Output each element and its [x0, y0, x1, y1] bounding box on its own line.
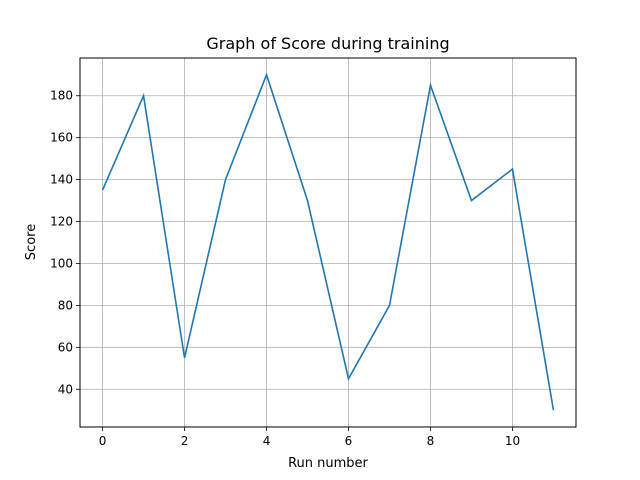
score-series-line	[101, 72, 555, 411]
y-tick-label: 100	[50, 256, 73, 270]
y-tick-label: 180	[50, 89, 73, 103]
x-axis-label: Run number	[288, 456, 368, 471]
x-tick-label: 6	[345, 434, 353, 448]
series-layer	[101, 72, 555, 411]
x-tick-label: 8	[427, 434, 435, 448]
chart-title: Graph of Score during training	[206, 34, 449, 53]
plot-frame	[79, 57, 577, 428]
y-tick-label: 60	[58, 340, 73, 354]
x-tick-label: 4	[263, 434, 271, 448]
x-tick-label: 10	[505, 434, 520, 448]
y-tick-label: 140	[50, 173, 73, 187]
y-axis-label: Score	[24, 224, 39, 260]
axis-ticks: 0 2 4 6 8 10 40 60 80 100 120 140 160 180	[50, 89, 520, 448]
y-tick-label: 120	[50, 215, 73, 229]
x-tick-label: 2	[181, 434, 189, 448]
x-tick-label: 0	[99, 434, 107, 448]
y-tick-label: 160	[50, 131, 73, 145]
y-tick-label: 40	[58, 382, 73, 396]
y-tick-label: 80	[58, 298, 73, 312]
